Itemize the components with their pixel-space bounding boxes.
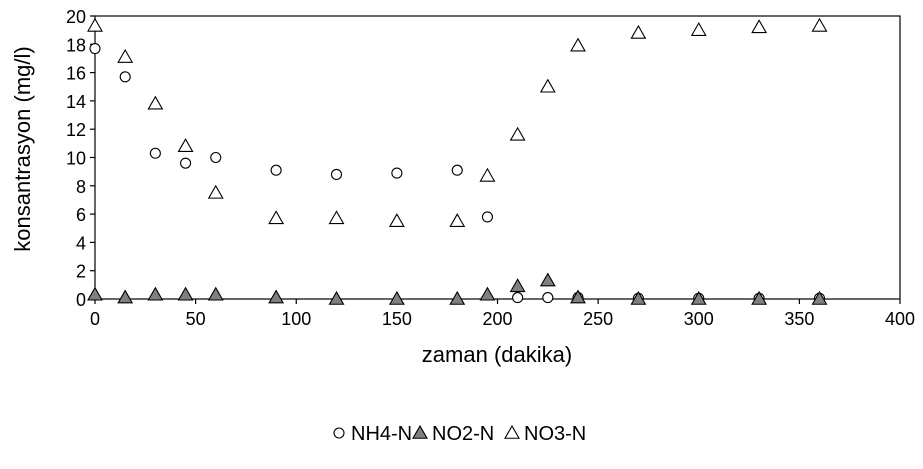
data-point-nh4-n (270, 164, 282, 176)
data-point-no2-n (147, 286, 164, 301)
x-tick-label: 350 (784, 309, 814, 329)
data-point-nh4-n (119, 71, 131, 83)
data-point-nh4-n (391, 167, 403, 179)
data-point-no3-n (751, 19, 768, 34)
data-point-no3-n (539, 78, 556, 93)
data-point-no3-n (570, 37, 586, 52)
data-point-nh4-n (330, 168, 343, 181)
data-point-no3-n (328, 210, 345, 225)
y-axis-title: konsantrasyon (mg/l) (10, 46, 35, 251)
data-point-no2-n (268, 289, 285, 304)
data-point-no2-n (117, 289, 134, 304)
data-point-no3-n (207, 184, 224, 199)
series-no3-n (87, 17, 828, 227)
data-point-no2-n (539, 272, 556, 287)
data-point-nh4-n (180, 157, 192, 169)
legend-label-no3-n: NO3-N (524, 423, 586, 445)
legend-marker-no3-n (504, 424, 520, 439)
series-nh4-n (89, 42, 826, 304)
data-point-no2-n (207, 286, 224, 301)
data-point-no2-n (690, 290, 707, 305)
data-point-no2-n (479, 286, 496, 301)
legend-marker-no2-n (412, 424, 428, 439)
x-tick-label: 400 (885, 309, 915, 329)
y-tick-label: 0 (76, 290, 86, 310)
data-point-no2-n (630, 290, 647, 305)
data-point-nh4-n (542, 292, 554, 304)
data-point-nh4-n (210, 151, 222, 164)
data-point-nh4-n (149, 147, 161, 159)
x-tick-label: 150 (382, 309, 412, 329)
data-point-no3-n (509, 126, 526, 141)
data-point-no2-n (177, 286, 194, 301)
data-point-no2-n (388, 290, 405, 305)
y-tick-label: 6 (76, 205, 86, 225)
data-point-nh4-n (451, 164, 463, 176)
marks-layer (87, 17, 828, 305)
legend: NH4-N NO2-N NO3-N (333, 423, 586, 445)
y-tick-label: 18 (66, 35, 86, 55)
legend-label-nh4-n: NH4-N (351, 423, 412, 445)
x-tick-label: 0 (90, 309, 100, 329)
data-point-no2-n (751, 290, 768, 305)
data-point-no3-n (811, 17, 828, 32)
data-point-no3-n (479, 167, 496, 182)
data-point-nh4-n (481, 211, 493, 223)
data-point-no3-n (87, 17, 103, 32)
legend-label-no2-n: NO2-N (432, 423, 494, 445)
series-no2-n (87, 272, 828, 305)
data-point-no3-n (117, 48, 134, 63)
data-point-no3-n (147, 95, 164, 110)
x-tick-label: 200 (482, 309, 512, 329)
data-point-nh4-n (512, 292, 524, 304)
data-point-no2-n (328, 290, 345, 305)
x-axis-title: zaman (dakika) (422, 342, 572, 367)
x-tick-label: 250 (583, 309, 613, 329)
data-point-no3-n (177, 138, 194, 152)
y-tick-label: 14 (66, 92, 86, 112)
y-tick-label: 12 (66, 120, 86, 140)
data-point-no3-n (690, 22, 707, 36)
data-point-no3-n (449, 213, 466, 227)
x-tick-label: 100 (281, 309, 311, 329)
y-tick-label: 8 (76, 177, 86, 197)
y-tick-label: 2 (76, 262, 86, 282)
data-point-no3-n (268, 210, 285, 225)
x-tick-label: 300 (684, 309, 714, 329)
y-tick-label: 10 (66, 149, 86, 169)
y-tick-label: 20 (66, 7, 86, 27)
data-point-no2-n (509, 278, 526, 293)
data-point-nh4-n (89, 42, 101, 55)
data-point-no2-n (811, 290, 828, 305)
data-point-no3-n (630, 24, 647, 39)
data-point-no2-n (87, 286, 103, 301)
data-point-no2-n (570, 289, 586, 304)
y-tick-label: 4 (76, 233, 86, 253)
x-tick-label: 50 (186, 309, 206, 329)
legend-marker-nh4-n (333, 427, 345, 439)
data-point-no2-n (449, 290, 466, 305)
y-tick-label: 16 (66, 64, 86, 84)
data-point-no3-n (388, 213, 405, 227)
